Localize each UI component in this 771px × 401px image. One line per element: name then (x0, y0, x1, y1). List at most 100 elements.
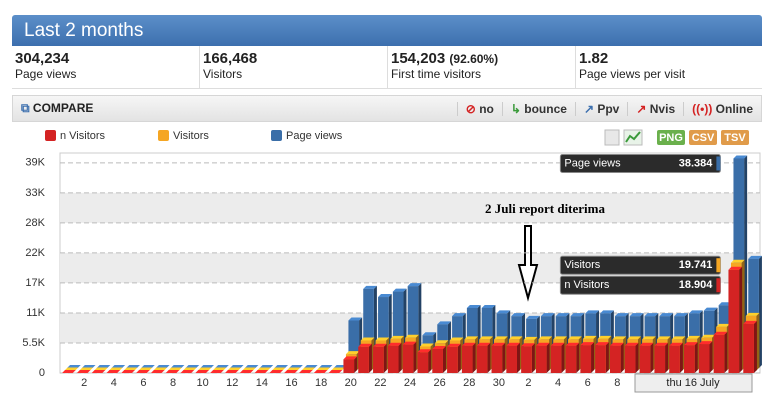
bar-top (466, 304, 481, 308)
x-tick-label: 10 (197, 377, 209, 389)
bar (91, 370, 106, 373)
compare[interactable]: ⧉ COMPARE (21, 101, 94, 115)
bar-top (728, 266, 743, 270)
bar (274, 365, 289, 368)
bar-front (550, 345, 562, 373)
bar (244, 365, 259, 368)
bar-top (437, 321, 451, 325)
bar-top (447, 343, 461, 347)
x-tick-label: 6 (585, 377, 591, 389)
bar-top (481, 304, 496, 308)
bar (343, 356, 358, 373)
y-tick-label: 22K (25, 247, 45, 259)
bar-top (229, 365, 244, 368)
bar (698, 341, 713, 373)
bar-top (730, 259, 745, 263)
bar-top (96, 365, 111, 368)
bar-side (665, 342, 669, 373)
bar (195, 370, 210, 373)
bar-top (316, 367, 330, 371)
bar-top (570, 313, 585, 317)
stat: 1.82 Page views per visit (576, 46, 762, 88)
bar-front (698, 344, 710, 373)
bar (654, 342, 669, 373)
bar (417, 349, 432, 373)
bar (301, 367, 316, 371)
bar-top (375, 337, 390, 341)
bar-front (373, 346, 384, 373)
bar-top (79, 367, 94, 371)
bar-top (745, 312, 760, 316)
bar-top (378, 294, 392, 298)
tooltip-swatch (716, 258, 721, 273)
bar (402, 341, 417, 373)
bar-front (669, 345, 680, 373)
tooltip-name: n Visitors (564, 279, 610, 291)
filter[interactable]: ⊘ no (456, 101, 502, 116)
annotation-arrow (517, 225, 539, 302)
bar-top (491, 342, 506, 346)
legend-label: Page views (286, 130, 343, 142)
bar-side (635, 342, 639, 373)
bar-top (494, 336, 508, 340)
filter[interactable]: ↗ Ppv (574, 101, 627, 116)
bar (81, 365, 96, 368)
bar-side (487, 342, 491, 373)
bar-top (373, 343, 387, 347)
bar (183, 367, 197, 371)
bar-top (582, 335, 597, 339)
bar (224, 370, 239, 373)
bar-front (378, 297, 389, 368)
export-label: TSV (724, 132, 746, 144)
bar-top (126, 365, 140, 368)
bar-front (565, 345, 577, 373)
stat: 304,234 Page views (12, 46, 200, 88)
bar-top (318, 365, 333, 368)
bar-top (624, 342, 639, 346)
bar-top (405, 334, 419, 338)
bar-top (713, 331, 728, 335)
bar-top (224, 370, 239, 373)
header: Last 2 months (12, 15, 762, 46)
bar-top (419, 343, 434, 347)
bar (64, 367, 79, 371)
bar-top (155, 365, 170, 368)
bar-top (343, 356, 358, 360)
y-tick-label: 17K (25, 277, 45, 289)
toolbar: ⧉ COMPARE ⊘ no ↳ bounce ↗ Ppv ↗ Nvis ((•… (12, 95, 762, 122)
export-button[interactable] (721, 130, 749, 145)
bar-front (639, 345, 651, 373)
bar-front (343, 359, 355, 373)
filter[interactable]: ↗ Nvis (627, 101, 683, 116)
tooltip-value: 19.741 (679, 259, 713, 271)
bar-side (576, 342, 580, 373)
bar-top (627, 336, 641, 340)
bar-top (111, 365, 126, 368)
bar (506, 342, 520, 373)
bar-top (461, 342, 476, 346)
export-button[interactable] (689, 130, 717, 145)
bar (200, 365, 215, 368)
bar-front (402, 344, 414, 373)
export-button[interactable] (657, 130, 685, 145)
bar (62, 370, 76, 373)
x-tick-label: 12 (226, 377, 238, 389)
bar-top (674, 313, 688, 317)
bar (624, 342, 639, 373)
filter[interactable]: ((•)) Online (683, 101, 761, 116)
bar (713, 331, 728, 373)
bar-top (656, 336, 671, 340)
bar-front (535, 345, 547, 373)
bar (259, 365, 274, 368)
bar-side (679, 342, 683, 373)
bar-top (748, 255, 762, 259)
bar (289, 365, 303, 368)
bar (447, 343, 461, 373)
chart-icons (604, 129, 643, 146)
bar-top (360, 337, 375, 341)
bar-top (348, 317, 363, 321)
filter[interactable]: ↳ bounce (501, 101, 575, 116)
bar-top (508, 336, 523, 340)
bar (328, 370, 343, 373)
x-tick-label: 4 (555, 377, 561, 389)
